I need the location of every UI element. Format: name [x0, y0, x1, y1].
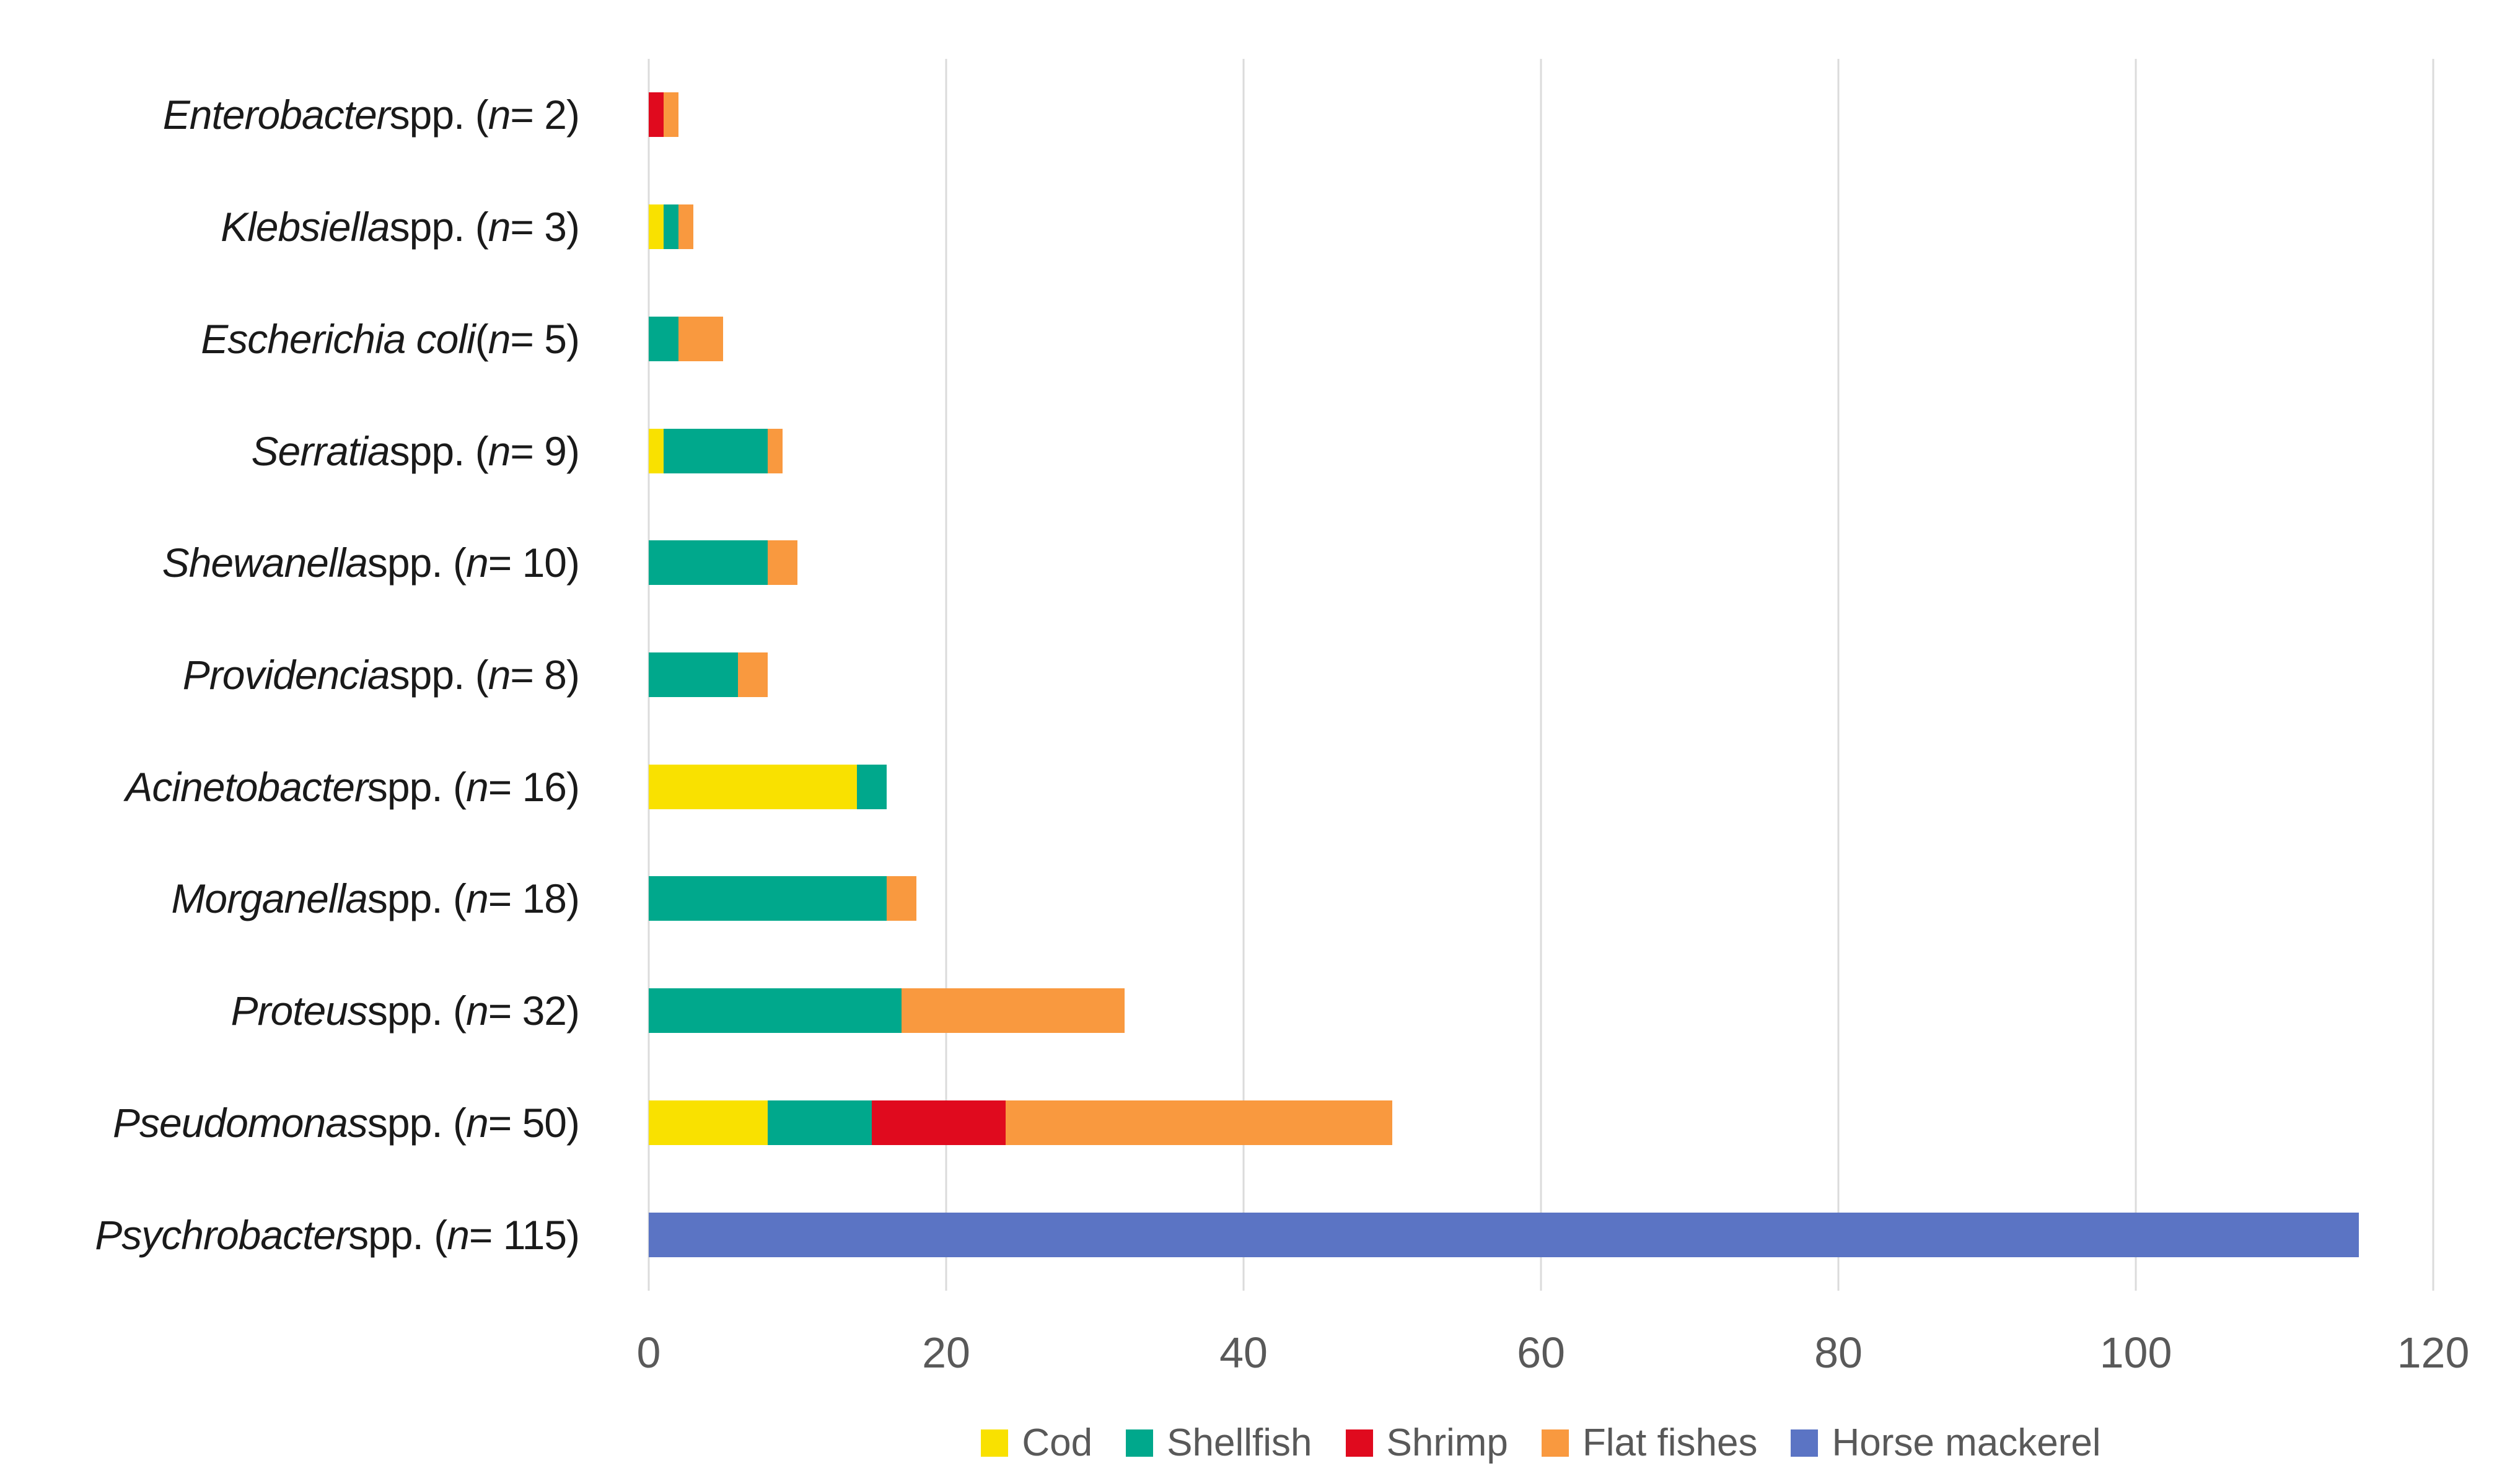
legend-swatch-shellfish [1126, 1429, 1154, 1457]
legend-label: Horse mackerel [1832, 1421, 2101, 1464]
category-label: Providencia spp. (n = 8) [182, 651, 580, 698]
bar-segment-shellfish [768, 1100, 872, 1145]
legend-item-shrimp: Shrimp [1345, 1421, 1508, 1465]
x-tick-label: 40 [1219, 1328, 1268, 1377]
legend-swatch-horse-mackerel [1791, 1429, 1819, 1457]
bar-segment-cod [649, 1100, 768, 1145]
bar-segment-flat-fishes [678, 316, 723, 361]
bar-segment-cod [649, 204, 664, 250]
category-label: Shewanella spp. (n = 10) [162, 540, 580, 586]
category-label: Psychrobacter spp. (n = 115) [95, 1211, 580, 1258]
bar-segment-flat-fishes [664, 92, 678, 138]
x-tick-label: 20 [922, 1328, 970, 1377]
bar-segment-cod [649, 764, 857, 809]
bar-segment-horse-mackerel [649, 1212, 2359, 1257]
bar-row [649, 988, 1125, 1034]
bar-segment-cod [649, 428, 664, 473]
legend-item-shellfish: Shellfish [1126, 1421, 1312, 1465]
legend-label: Flat fishes [1582, 1421, 1758, 1464]
plot-area [647, 59, 2434, 1291]
category-label: Proteus spp. (n = 32) [230, 988, 580, 1034]
legend-item-horse-mackerel: Horse mackerel [1791, 1421, 2101, 1465]
bar-segment-flat-fishes [768, 540, 797, 586]
x-tick-label: 0 [636, 1328, 661, 1377]
bar-segment-shellfish [649, 876, 887, 921]
legend-label: Shrimp [1386, 1421, 1508, 1464]
legend-item-cod: Cod [981, 1421, 1092, 1465]
category-labels: Enterobacter spp. (n = 2) Klebsiella spp.… [0, 59, 580, 1291]
category-label: Serratia spp. (n = 9) [251, 428, 580, 474]
gridline [945, 59, 947, 1291]
bar-segment-flat-fishes [768, 428, 783, 473]
gridline [1837, 59, 1840, 1291]
bar-segment-shellfish [664, 204, 678, 250]
category-label: Klebsiella spp. (n = 3) [221, 204, 580, 250]
bar-row [649, 540, 797, 586]
bar-segment-shellfish [649, 316, 678, 361]
bar-segment-shellfish [664, 428, 768, 473]
category-label: Escherichia coli (n = 5) [201, 315, 580, 362]
x-tick-label: 100 [2099, 1328, 2172, 1377]
legend-label: Cod [1022, 1421, 1093, 1464]
category-label: Pseudomonas spp. (n = 50) [112, 1099, 580, 1146]
bar-segment-flat-fishes [1006, 1100, 1392, 1145]
bar-segment-shellfish [649, 540, 768, 586]
category-label: Acinetobacter spp. (n = 16) [125, 763, 580, 810]
x-tick-label: 120 [2397, 1328, 2470, 1377]
bar-row [649, 876, 916, 921]
legend-swatch-flat-fishes [1541, 1429, 1569, 1457]
bar-segment-flat-fishes [678, 204, 693, 250]
bar-segment-shellfish [649, 988, 902, 1034]
bar-row [649, 204, 693, 250]
bar-segment-flat-fishes [887, 876, 916, 921]
legend-item-flat-fishes: Flat fishes [1541, 1421, 1758, 1465]
bar-row [649, 1212, 2359, 1257]
bar-row [649, 316, 723, 361]
bar-row [649, 1100, 1392, 1145]
gridline [2135, 59, 2137, 1291]
bar-row [649, 428, 783, 473]
x-tick-label: 80 [1814, 1328, 1863, 1377]
category-label: Morganella spp. (n = 18) [171, 876, 580, 922]
legend-label: Shellfish [1167, 1421, 1312, 1464]
category-label: Enterobacter spp. (n = 2) [162, 92, 580, 138]
bar-segment-shrimp [872, 1100, 1006, 1145]
bar-segment-shrimp [649, 92, 664, 138]
gridline [2432, 59, 2434, 1291]
gridline [1242, 59, 1245, 1291]
x-tick-label: 60 [1517, 1328, 1565, 1377]
bar-segment-shellfish [649, 652, 738, 697]
bar-segment-flat-fishes [902, 988, 1125, 1034]
legend: Cod Shellfish Shrimp Flat fishes Horse macke… [649, 1421, 2433, 1465]
gridline [1540, 59, 1542, 1291]
bar-segment-flat-fishes [738, 652, 768, 697]
bar-segment-shellfish [857, 764, 887, 809]
legend-swatch-shrimp [1345, 1429, 1373, 1457]
x-axis-ticks: 0 20 40 60 80 100 120 [637, 1328, 2470, 1384]
bar-row [649, 92, 678, 138]
bar-row [649, 764, 887, 809]
legend-swatch-cod [981, 1429, 1009, 1457]
bar-row [649, 652, 768, 697]
